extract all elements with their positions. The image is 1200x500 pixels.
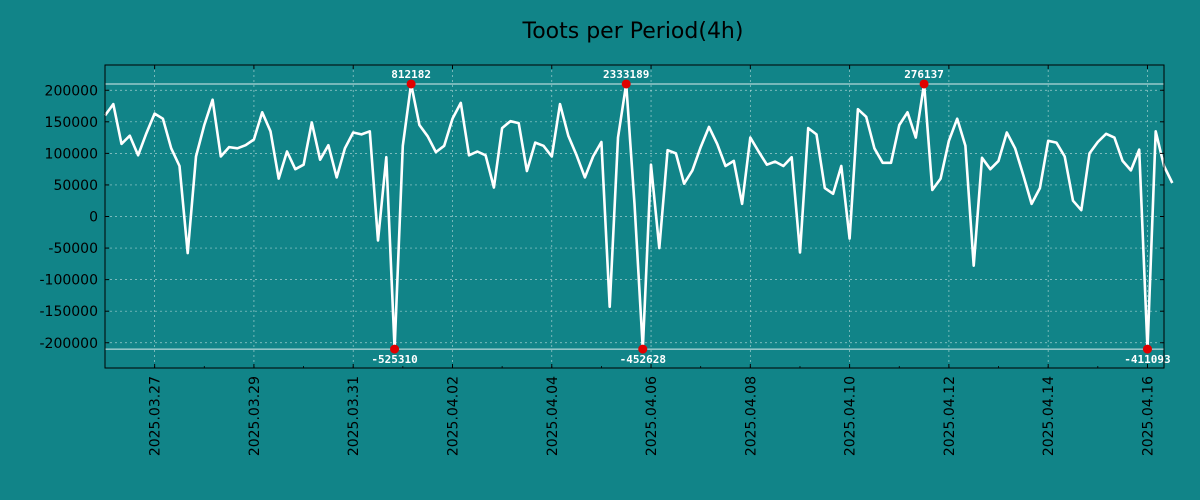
y-tick-label: -200000: [40, 336, 99, 352]
x-tick-label: 2025.03.27: [148, 376, 164, 456]
x-tick-label: 2025.04.12: [942, 376, 958, 456]
x-tick-label: 2025.04.10: [843, 376, 859, 456]
y-tick-label: 50000: [53, 178, 98, 194]
y-tick-label: 100000: [45, 146, 98, 162]
clip-reference-lines: [105, 83, 1164, 350]
annotation-label: -525310: [371, 353, 417, 366]
y-tick-label: -150000: [40, 304, 99, 320]
y-axis: -200000 -150000 -100000 -50000 0 50000 100000 1…: [40, 83, 1164, 352]
extreme-marker: [390, 344, 400, 354]
y-tick-label: -100000: [40, 273, 99, 289]
x-tick-label: 2025.04.08: [743, 376, 759, 456]
x-tick-label: 2025.04.16: [1140, 376, 1156, 456]
x-tick-label: 2025.04.02: [445, 376, 461, 456]
x-tick-label: 2025.04.06: [644, 376, 660, 456]
extreme-markers: [390, 79, 1152, 354]
x-tick-label: 2025.04.04: [545, 376, 561, 456]
extreme-marker: [1142, 344, 1152, 354]
extreme-marker: [638, 344, 648, 354]
annotation-label: -411093: [1124, 353, 1170, 366]
x-tick-label: 2025.03.29: [247, 376, 263, 456]
grid: [105, 65, 1164, 368]
extreme-marker: [919, 79, 929, 89]
x-tick-label: 2025.03.31: [346, 376, 362, 456]
extreme-marker: [406, 79, 416, 89]
y-tick-label: 150000: [45, 115, 98, 131]
extreme-marker: [621, 79, 631, 89]
annotation-label: -452628: [620, 353, 666, 366]
annotation-label: 276137: [904, 68, 944, 81]
y-tick-label: 0: [89, 210, 98, 226]
annotation-label: 812182: [391, 68, 431, 81]
annotation-label: 2333189: [603, 68, 649, 81]
x-axis: 2025.03.27 2025.03.29 2025.03.31 2025.04.02…: [104, 65, 1156, 456]
chart-title: Toots per Period(4h): [522, 19, 744, 44]
series-layer: [103, 82, 1174, 351]
y-tick-label: 200000: [45, 83, 98, 99]
x-tick-label: 2025.04.14: [1041, 376, 1057, 456]
annotation-labels: 812182 -525310 2333189 -452628 276137 -411093: [371, 68, 1170, 366]
series-line-toots: [103, 82, 1174, 351]
y-tick-label: -50000: [48, 241, 98, 257]
